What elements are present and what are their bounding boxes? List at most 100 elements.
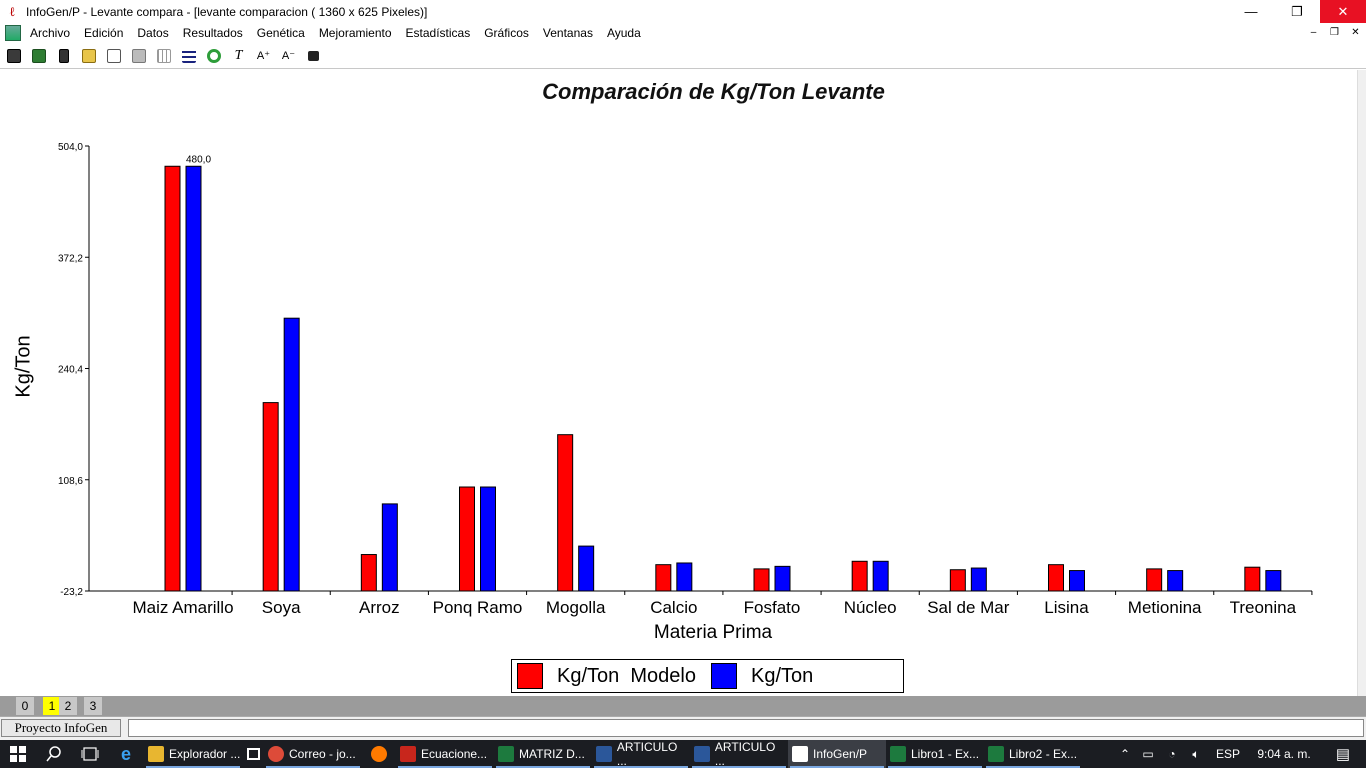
bar-kgton — [381, 503, 398, 592]
taskbar-label: ARTICULO ... — [714, 740, 776, 768]
bar-modelo — [851, 560, 868, 592]
chevron-up-icon[interactable]: ⌃ — [1119, 747, 1131, 761]
bar-kgton — [1265, 570, 1282, 592]
close-button[interactable]: ✕ — [1320, 0, 1366, 23]
taskbar-label: Correo - jo... — [289, 747, 356, 761]
y-tick-label: 372,2 — [58, 253, 83, 264]
menu-estadisticas[interactable]: Estadísticas — [405, 26, 471, 40]
italic-icon[interactable]: T — [227, 45, 250, 67]
system-tray: ⌃ ▭ ◔ 🔈︎ ESP 9:04 a. m. ▤ — [1114, 740, 1366, 768]
excel-icon — [988, 746, 1004, 762]
bar-kgton — [578, 545, 595, 592]
taskbar-label: Libro1 - Ex... — [911, 747, 980, 761]
bar-kgton — [872, 560, 889, 592]
taskbar-app-ecuaciones[interactable]: Ecuacione... — [396, 740, 494, 768]
bar-kgton — [774, 565, 791, 592]
x-tick-label: Sal de Mar — [927, 598, 1010, 617]
taskbar-app-libro2[interactable]: Libro2 - Ex... — [984, 740, 1082, 768]
menu-resultados[interactable]: Resultados — [182, 26, 243, 40]
bar-kgton — [480, 486, 496, 592]
x-tick-label: Calcio — [650, 598, 697, 617]
refresh-icon[interactable] — [202, 45, 225, 67]
delete-icon[interactable] — [52, 45, 75, 67]
legend-label-modelo: Kg/Ton Modelo — [557, 664, 696, 687]
list-icon[interactable] — [177, 45, 200, 67]
taskbar-app-articulo-2[interactable]: ARTICULO ... — [690, 740, 788, 768]
x-tick-label: Núcleo — [844, 598, 897, 617]
pdf-icon — [400, 746, 416, 762]
bar-kgton — [970, 567, 987, 592]
infogen-app-icon: ℓ — [9, 4, 15, 20]
store-icon[interactable] — [242, 740, 264, 768]
taskbar-label: ARTICULO ... — [616, 740, 678, 768]
y-tick-label: 240,4 — [58, 365, 83, 376]
open-icon[interactable] — [27, 45, 50, 67]
legend-swatch-modelo — [517, 663, 543, 689]
chart-canvas — [0, 70, 1357, 696]
x-tick-label: Maiz Amarillo — [132, 598, 233, 617]
bar-modelo — [360, 554, 377, 592]
bar-modelo — [459, 486, 475, 592]
print-icon[interactable] — [77, 45, 100, 67]
document-icon[interactable] — [5, 25, 21, 41]
menu-ayuda[interactable]: Ayuda — [606, 26, 641, 40]
font-color-icon[interactable] — [302, 45, 325, 67]
page-tab-1[interactable]: 1 — [43, 697, 61, 715]
taskbar-app-infogen[interactable]: InfoGen/P — [788, 740, 886, 768]
page-tab-2[interactable]: 2 — [59, 697, 77, 715]
bar-kgton — [283, 317, 300, 592]
excel-icon — [498, 746, 514, 762]
clock[interactable]: 9:04 a. m. — [1257, 747, 1311, 761]
taskbar-label: Ecuacione... — [421, 747, 488, 761]
minimize-button[interactable]: — — [1244, 4, 1258, 19]
bar-chart: 504,0 372,2 240,4 108,6 -23,2 Maiz Amarillo So… — [58, 142, 1313, 617]
vertical-scrollbar[interactable] — [1357, 70, 1366, 696]
x-tick-label: Treonina — [1230, 598, 1297, 617]
edge-icon[interactable]: e — [120, 743, 131, 764]
bar-modelo — [1244, 566, 1261, 592]
x-tick-label: Metionina — [1128, 598, 1202, 617]
bar-kgton — [1069, 570, 1085, 592]
menu-datos[interactable]: Datos — [137, 26, 169, 40]
chart-title: Comparación de Kg/Ton Levante — [542, 79, 885, 104]
font-increase-icon[interactable]: A⁺ — [252, 45, 275, 67]
x-tick-label: Arroz — [359, 598, 400, 617]
start-icon[interactable] — [0, 740, 36, 768]
italic-glyph: T — [234, 47, 243, 63]
battery-icon[interactable]: ▭ — [1142, 747, 1154, 761]
taskbar-app-correo[interactable]: Correo - jo... — [264, 740, 362, 768]
y-tick-label: -23,2 — [60, 587, 83, 598]
taskbar-app-matriz[interactable]: MATRIZ D... — [494, 740, 592, 768]
taskbar-label: Libro2 - Ex... — [1009, 747, 1078, 761]
chrome-icon — [268, 746, 284, 762]
mdi-restore-button[interactable]: ❐ — [1324, 23, 1345, 41]
page-tab-0[interactable]: 0 — [16, 697, 34, 715]
menu-ventanas[interactable]: Ventanas — [542, 26, 593, 40]
network-icon[interactable]: ◔ — [1168, 747, 1176, 761]
taskbar-app-articulo-1[interactable]: ARTICULO ... — [592, 740, 690, 768]
menu-edicion[interactable]: Edición — [84, 26, 124, 40]
maximize-button[interactable]: ❐ — [1291, 3, 1303, 19]
page-tab-3[interactable]: 3 — [84, 697, 102, 715]
menu-mejoramiento[interactable]: Mejoramiento — [318, 26, 392, 40]
bar-modelo — [557, 434, 574, 592]
project-button[interactable]: Proyecto InfoGen — [1, 719, 121, 737]
volume-icon[interactable]: 🔈︎ — [1192, 746, 1200, 761]
paste-icon[interactable] — [127, 45, 150, 67]
font-decrease-icon[interactable]: A⁻ — [277, 45, 300, 67]
task-view-icon[interactable] — [72, 740, 108, 768]
menu-archivo[interactable]: Archivo — [30, 26, 71, 40]
grid-icon[interactable] — [152, 45, 175, 67]
taskbar-app-libro1[interactable]: Libro1 - Ex... — [886, 740, 984, 768]
notification-icon[interactable]: ▤ — [1335, 746, 1351, 763]
y-axis-label: Kg/Ton — [12, 335, 35, 398]
copy-icon[interactable] — [102, 45, 125, 67]
taskbar-app-explorador[interactable]: Explorador ... — [144, 740, 242, 768]
mdi-minimize-button[interactable]: – — [1303, 23, 1324, 41]
language-indicator[interactable]: ESP — [1215, 747, 1240, 761]
new-icon[interactable] — [2, 45, 25, 67]
search-icon[interactable] — [36, 740, 72, 768]
firefox-icon[interactable] — [362, 740, 396, 768]
menu-genetica[interactable]: Genética — [256, 26, 305, 40]
menu-graficos[interactable]: Gráficos — [484, 26, 529, 40]
